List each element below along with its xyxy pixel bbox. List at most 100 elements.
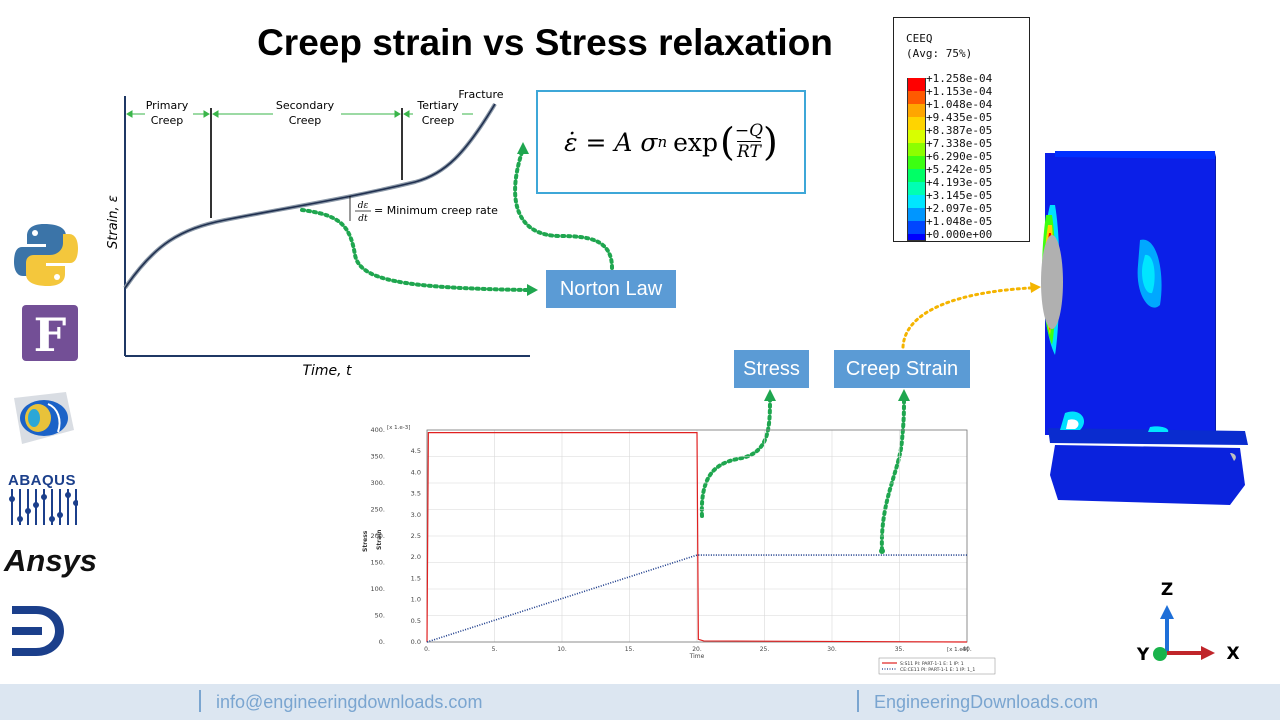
legend-value: +1.048e-05 bbox=[926, 215, 993, 228]
legend-row: +6.290e-05 bbox=[907, 150, 1025, 169]
legend-value: +5.242e-05 bbox=[926, 163, 993, 176]
y-left-tick-label: 300. bbox=[371, 479, 385, 487]
stage-primary-label-2: Creep bbox=[151, 114, 183, 127]
legend-swatch bbox=[907, 156, 926, 169]
legend-row: +0.000e+00 bbox=[907, 228, 1025, 241]
model-hole bbox=[1041, 235, 1063, 329]
legend-swatch bbox=[907, 208, 926, 221]
creep-curve bbox=[124, 103, 496, 289]
creep-curve-diagram: Primary Creep Secondary Creep Tertiary C… bbox=[106, 88, 530, 379]
y-right-tick-label: 3.5 bbox=[411, 490, 421, 498]
y-left-tick-label: 0. bbox=[379, 638, 385, 646]
footer-site-link[interactable]: EngineeringDownloads.com bbox=[874, 692, 1099, 712]
stress-label: Stress bbox=[734, 350, 809, 388]
deriv-denominator: dt bbox=[358, 214, 368, 224]
x-multiplier: [x 1.e3] bbox=[947, 647, 968, 653]
stage-secondary-label-2: Creep bbox=[289, 114, 321, 127]
strain-to-model-arrow bbox=[901, 286, 1032, 349]
x-tick-label: 0. bbox=[424, 646, 430, 653]
triad-y: Y bbox=[1136, 645, 1150, 665]
legend-swatch bbox=[907, 78, 926, 91]
legend-swatch bbox=[907, 104, 926, 117]
slide-title: Creep strain vs Stress relaxation bbox=[257, 22, 833, 63]
stage-tertiary-label-2: Creep bbox=[422, 114, 454, 127]
stress-strain-xy-plot: 0. 5. 10. 15. 20. 25. 30. 35. 40.0.50.100.150.20… bbox=[362, 425, 996, 675]
stage-secondary-label-1: Secondary bbox=[276, 99, 335, 112]
stage-tertiary-label-1: Tertiary bbox=[416, 99, 459, 112]
legend-swatch bbox=[907, 169, 926, 182]
ansys-icon: Ansys bbox=[4, 543, 98, 578]
legend-value: +1.258e-04 bbox=[926, 72, 993, 85]
x-tick-label: 30. bbox=[827, 646, 837, 653]
y-left-tick-label: 250. bbox=[371, 506, 385, 514]
fe-model-contour bbox=[1041, 151, 1248, 505]
legend-swatch bbox=[907, 91, 926, 104]
legend-row: +3.145e-05 bbox=[907, 189, 1025, 208]
norton-to-equation-arrow bbox=[513, 150, 614, 270]
y-left-tick-label: 100. bbox=[371, 585, 385, 593]
legend-swatch bbox=[907, 195, 926, 208]
y-right-tick-label: 4.0 bbox=[411, 468, 421, 476]
equation-numerator: −Q bbox=[734, 121, 764, 142]
norton-law-label: Norton Law bbox=[546, 270, 676, 308]
x-tick-label: 10. bbox=[557, 646, 567, 653]
x-tick-label: 40. bbox=[962, 646, 972, 653]
creep-x-label: Time, t bbox=[302, 363, 352, 379]
y-right-tick-label: 4.5 bbox=[411, 447, 421, 455]
y-right-tick-label: 0.0 bbox=[411, 638, 421, 646]
triad-x: X bbox=[1226, 644, 1239, 664]
x-tick-label: 5. bbox=[492, 646, 498, 653]
y-right-multiplier: [x 1.e-3] bbox=[387, 425, 410, 431]
abaqus-wordmark: ABAQUS bbox=[8, 472, 77, 489]
stage-primary-label-1: Primary bbox=[146, 99, 189, 112]
equation-exp: exp bbox=[673, 127, 719, 157]
legend-title-2: (Avg: 75%) bbox=[906, 47, 973, 60]
y-right-axis-label: Strain bbox=[376, 529, 383, 550]
legend-swatch bbox=[907, 130, 926, 143]
y-right-tick-label: 1.5 bbox=[411, 574, 421, 582]
y-right-tick-label: 3.0 bbox=[411, 511, 421, 519]
y-left-axis-label: Stress bbox=[362, 530, 369, 552]
legend-value: +3.145e-05 bbox=[926, 189, 993, 202]
strain-curve-arrow bbox=[879, 398, 906, 552]
legend-value: +8.387e-05 bbox=[926, 124, 993, 137]
python-icon bbox=[14, 224, 78, 286]
engineering-downloads-icon bbox=[12, 606, 64, 656]
svg-text:F: F bbox=[34, 308, 67, 361]
legend-row: +8.387e-05 bbox=[907, 124, 1025, 143]
series-line bbox=[426, 432, 968, 643]
legend-row: +1.048e-04 bbox=[907, 98, 1025, 117]
legend-swatch bbox=[907, 221, 926, 234]
legend-title-1: CEEQ bbox=[906, 32, 933, 45]
footer-bar bbox=[0, 684, 1280, 720]
min-rate-label: = Minimum creep rate bbox=[374, 204, 498, 217]
legend-row: +1.258e-04 bbox=[907, 72, 1025, 91]
y-right-tick-label: 2.0 bbox=[411, 553, 421, 561]
equation-lhs: ε̇ = A σ bbox=[564, 127, 658, 157]
footer-email-link[interactable]: info@engineeringdownloads.com bbox=[216, 692, 483, 712]
legend-swatch bbox=[907, 143, 926, 156]
legend-row: +2.097e-05 bbox=[907, 202, 1025, 221]
fortran-icon: F bbox=[22, 305, 78, 361]
x-tick-label: 25. bbox=[760, 646, 770, 653]
comsol-icon bbox=[14, 392, 74, 444]
deriv-numerator: dε bbox=[358, 201, 369, 211]
legend-value: +1.048e-04 bbox=[926, 98, 993, 111]
legend-row: +1.048e-05 bbox=[907, 215, 1025, 234]
creep-strain-label: Creep Strain bbox=[834, 350, 970, 388]
y-left-tick-label: 350. bbox=[371, 453, 385, 461]
y-right-tick-label: 2.5 bbox=[411, 532, 421, 540]
plot-legend-box bbox=[878, 657, 996, 675]
y-right-tick-label: 1.0 bbox=[411, 596, 421, 604]
equation-denominator: RT bbox=[737, 141, 761, 162]
legend-row: +7.338e-05 bbox=[907, 137, 1025, 156]
equation-exponent: n bbox=[657, 133, 668, 151]
legend-value: +1.153e-04 bbox=[926, 85, 993, 98]
legend-value: +6.290e-05 bbox=[926, 150, 993, 163]
creep-y-label: Strain, ε bbox=[106, 195, 121, 249]
stage-arrows bbox=[126, 110, 473, 118]
x-tick-label: 15. bbox=[625, 646, 635, 653]
y-left-tick-label: 200. bbox=[371, 532, 385, 540]
x-tick-label: 35. bbox=[895, 646, 905, 653]
legend-row: +1.153e-04 bbox=[907, 85, 1025, 104]
